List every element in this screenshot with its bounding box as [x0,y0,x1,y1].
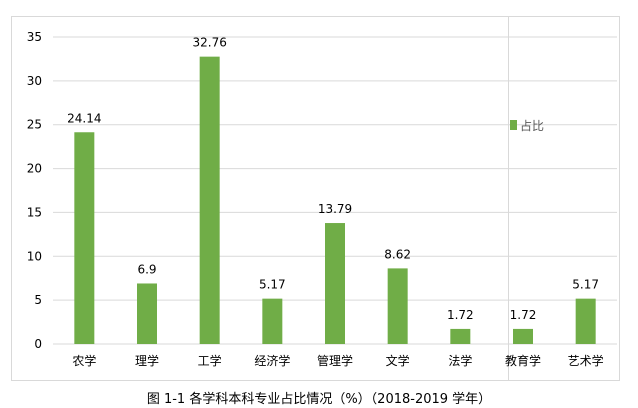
bar [199,56,220,344]
x-tick-label: 管理学 [317,353,353,368]
y-tick-label: 15 [27,205,42,219]
x-tick-label: 文学 [386,353,410,368]
data-label: 32.76 [192,36,226,50]
data-label: 6.9 [137,262,156,276]
data-label: 24.14 [67,111,101,125]
x-tick-label: 工学 [198,353,222,368]
data-label: 8.62 [384,247,411,261]
bar [74,132,95,344]
x-tick-label: 艺术学 [568,353,604,368]
bar [575,298,596,344]
bar [137,283,157,344]
x-tick-label: 理学 [135,353,159,368]
x-tick-label: 教育学 [505,353,541,368]
y-tick-label: 25 [27,118,42,132]
bar [450,328,471,344]
data-label: 13.79 [318,202,352,216]
legend-label: 占比 [520,118,544,133]
data-label: 5.17 [572,278,599,292]
bar [513,328,533,344]
data-label: 1.72 [510,308,537,322]
legend-swatch [510,120,517,130]
figure-caption: 图 1-1 各学科本科专业占比情况（%）（2018-2019 学年） [146,392,492,407]
bar [262,298,283,344]
y-tick-label: 35 [27,30,42,44]
data-label: 5.17 [259,278,286,292]
y-tick-label: 30 [27,74,42,88]
bar [325,223,345,344]
y-tick-label: 10 [27,249,42,263]
y-tick-label: 0 [34,337,42,351]
x-tick-label: 法学 [448,353,472,368]
y-tick-label: 20 [27,162,42,176]
data-label: 1.72 [447,308,474,322]
bar-chart: 0 5 10 15 20 25 30 35 24.14 农学 6.9 理学 32.76 工学 5.17 经济学… [11,16,620,381]
chart-frame-outer [11,16,620,381]
bar [387,268,408,344]
x-tick-label: 经济学 [254,353,290,368]
y-tick-label: 5 [34,293,42,307]
x-tick-label: 农学 [72,353,96,368]
